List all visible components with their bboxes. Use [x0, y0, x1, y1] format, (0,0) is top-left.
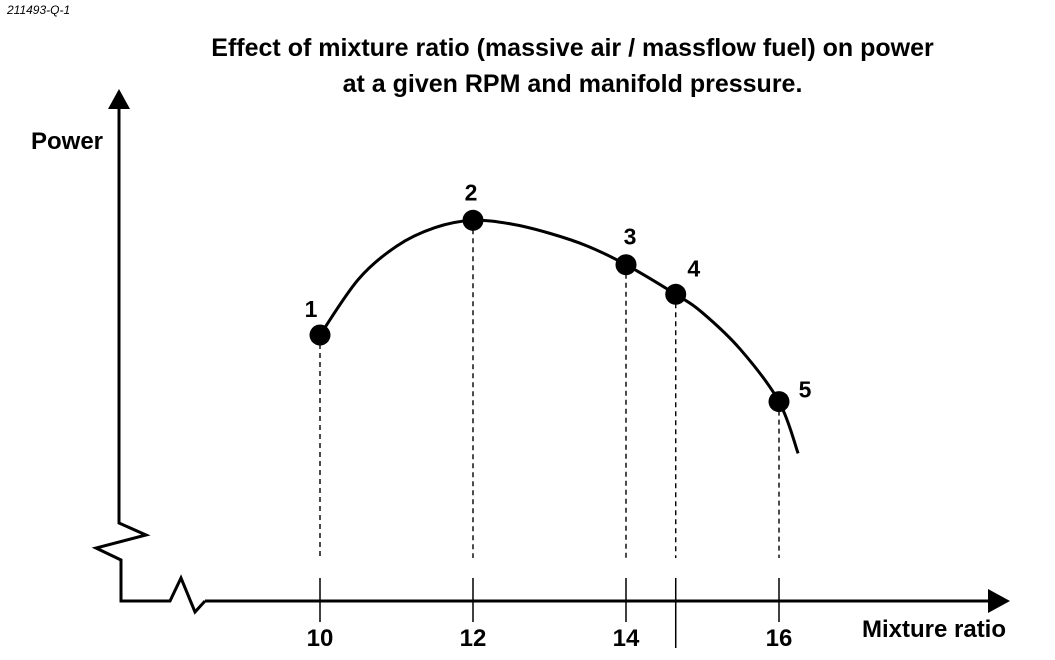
figure-id: 211493-Q-1: [7, 3, 71, 17]
y-axis-arrow: [108, 89, 130, 109]
chart-title: Effect of mixture ratio (massive air / m…: [150, 30, 995, 102]
x-tick-label-12: 12: [460, 625, 487, 652]
data-point-4: [665, 283, 687, 305]
power-curve: [318, 218, 800, 454]
point-label-4: 4: [687, 255, 700, 281]
data-point-2: [462, 209, 484, 231]
data-point-5: [768, 391, 790, 413]
y-axis-line: [91, 106, 207, 615]
data-point-1: [309, 324, 331, 346]
x-tick-label-14: 14: [613, 625, 640, 652]
chart-title-line-1: Effect of mixture ratio (massive air / m…: [211, 34, 934, 62]
y-axis-label: Power: [31, 128, 103, 155]
x-tick-label-10: 10: [307, 625, 334, 652]
chart-title-line-2: at a given RPM and manifold pressure.: [342, 70, 803, 98]
point-label-5: 5: [799, 377, 812, 403]
data-point-3: [615, 254, 637, 276]
point-label-1: 1: [305, 296, 318, 322]
x-axis-arrow: [988, 589, 1010, 613]
x-tick-label-16: 16: [766, 625, 793, 652]
point-label-3: 3: [624, 224, 637, 250]
point-label-2: 2: [465, 179, 478, 205]
x-axis-label: Mixture ratio: [862, 616, 1006, 643]
